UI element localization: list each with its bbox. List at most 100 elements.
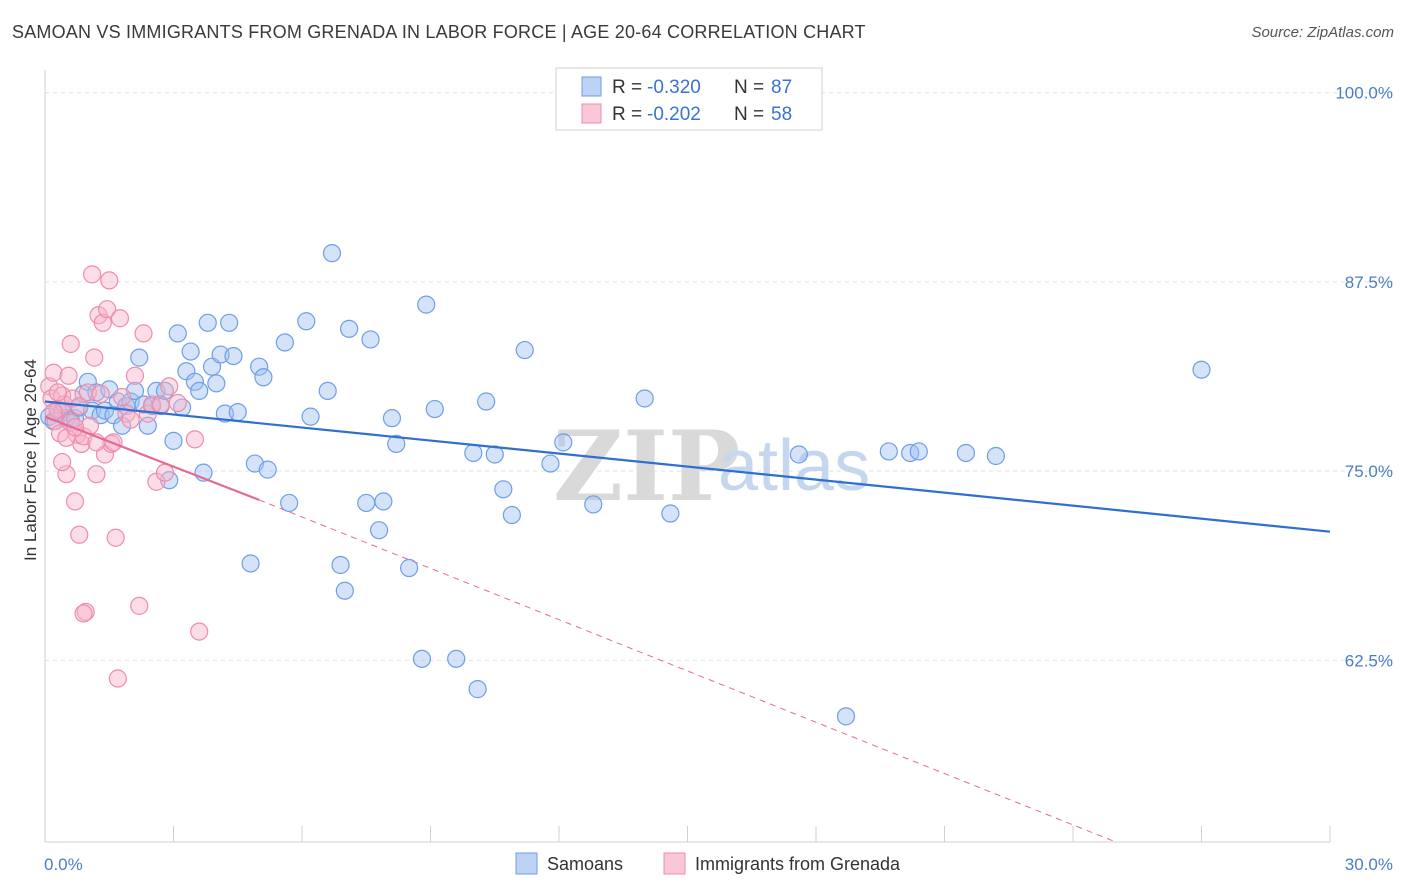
point-samoans — [322, 244, 342, 263]
point-samoans — [181, 342, 200, 361]
source-label: Source: ZipAtlas.com — [1251, 24, 1394, 41]
point-samoans — [879, 442, 898, 461]
point-samoans — [789, 445, 808, 464]
point-samoans — [584, 495, 603, 514]
point-grenada — [53, 452, 72, 472]
bottom-legend-swatch-samoans — [515, 852, 538, 875]
point-grenada — [98, 300, 117, 319]
point-samoans — [425, 399, 444, 419]
point-samoans — [168, 324, 187, 343]
point-grenada — [108, 669, 127, 688]
point-samoans — [502, 505, 521, 525]
point-samoans — [494, 480, 513, 499]
y-axis-label: In Labor Force | Age 20-64 — [21, 359, 40, 561]
point-samoans — [198, 313, 217, 332]
legend-n-label-1: N = — [734, 77, 764, 98]
point-samoans — [275, 333, 294, 352]
point-samoans — [301, 407, 320, 426]
point-samoans — [515, 340, 534, 360]
point-grenada — [112, 387, 132, 407]
point-grenada — [48, 383, 67, 402]
x-tick-label: 0.0% — [44, 855, 83, 874]
legend-r-label-2: R = — [612, 104, 642, 125]
point-grenada — [74, 604, 93, 623]
point-samoans — [399, 558, 419, 578]
point-samoans — [1192, 360, 1211, 379]
watermark-atlas: atlas — [718, 426, 870, 506]
point-grenada — [130, 596, 149, 615]
point-samoans — [190, 381, 209, 401]
point-samoans — [986, 446, 1006, 466]
watermark-zip: ZIP — [553, 410, 740, 523]
point-grenada — [61, 334, 80, 354]
point-samoans — [477, 392, 496, 411]
point-grenada — [59, 366, 78, 385]
point-samoans — [258, 460, 277, 479]
point-samoans — [661, 504, 680, 523]
point-grenada — [65, 492, 85, 511]
bottom-legend-swatch-grenada — [663, 852, 686, 875]
point-samoans — [387, 434, 406, 453]
legend-n-value-1: 87 — [771, 77, 792, 98]
point-samoans — [280, 493, 299, 513]
legend-n-label-2: N = — [734, 104, 764, 125]
point-samoans — [447, 649, 466, 668]
point-samoans — [836, 707, 856, 726]
point-samoans — [331, 555, 350, 575]
y-tick-label: 87.5% — [1345, 273, 1393, 292]
point-samoans — [374, 492, 393, 511]
point-grenada — [91, 384, 110, 404]
point-grenada — [44, 363, 63, 382]
legend-n-value-2: 58 — [771, 104, 792, 125]
point-grenada — [57, 465, 76, 484]
point-samoans — [464, 443, 483, 463]
point-samoans — [635, 389, 654, 408]
point-grenada — [83, 265, 102, 284]
bottom-legend: Samoans Immigrants from Grenada — [515, 852, 901, 875]
point-samoans — [207, 374, 226, 393]
point-samoans — [254, 368, 273, 387]
legend-swatch-grenada — [581, 103, 602, 124]
point-grenada — [121, 410, 140, 429]
legend-swatch-samoans — [581, 76, 602, 97]
trend-lines — [44, 400, 1331, 843]
axes: 100.0% 87.5% 75.0% 62.5% 0.0% 30.0% — [44, 70, 1393, 874]
point-samoans — [554, 433, 573, 452]
point-samoans — [382, 409, 402, 428]
point-grenada — [151, 395, 170, 414]
point-grenada — [125, 366, 145, 385]
point-samoans — [220, 313, 239, 332]
point-samoans — [224, 346, 243, 366]
bottom-legend-grenada: Immigrants from Grenada — [695, 854, 901, 874]
point-samoans — [417, 295, 436, 314]
point-grenada — [70, 525, 89, 544]
legend-box: R = -0.320 N = 87 R = -0.202 N = 58 — [555, 67, 823, 131]
point-grenada — [106, 528, 125, 547]
bottom-legend-samoans: Samoans — [547, 854, 623, 874]
point-samoans — [541, 454, 560, 473]
point-samoans — [956, 443, 976, 463]
point-grenada — [134, 324, 153, 343]
point-samoans — [335, 581, 354, 600]
trend-line-grenada-extension — [258, 499, 1117, 843]
point-grenada — [110, 309, 130, 328]
point-grenada — [190, 622, 209, 641]
point-samoans — [297, 312, 316, 331]
point-grenada — [185, 430, 205, 449]
x-tick-label: 30.0% — [1345, 855, 1393, 874]
legend-r-value-1: -0.320 — [647, 77, 701, 98]
trend-line-grenada — [44, 415, 260, 501]
point-grenada — [87, 465, 106, 484]
point-samoans — [412, 649, 432, 668]
point-samoans — [130, 348, 149, 367]
legend-r-value-2: -0.202 — [647, 104, 701, 125]
point-samoans — [361, 330, 380, 349]
point-grenada — [100, 271, 119, 290]
point-samoans — [241, 554, 260, 573]
point-samoans — [357, 493, 376, 513]
grid-lines — [45, 92, 1395, 661]
point-grenada — [160, 377, 179, 396]
point-samoans — [250, 357, 269, 376]
y-tick-label: 75.0% — [1345, 462, 1393, 481]
